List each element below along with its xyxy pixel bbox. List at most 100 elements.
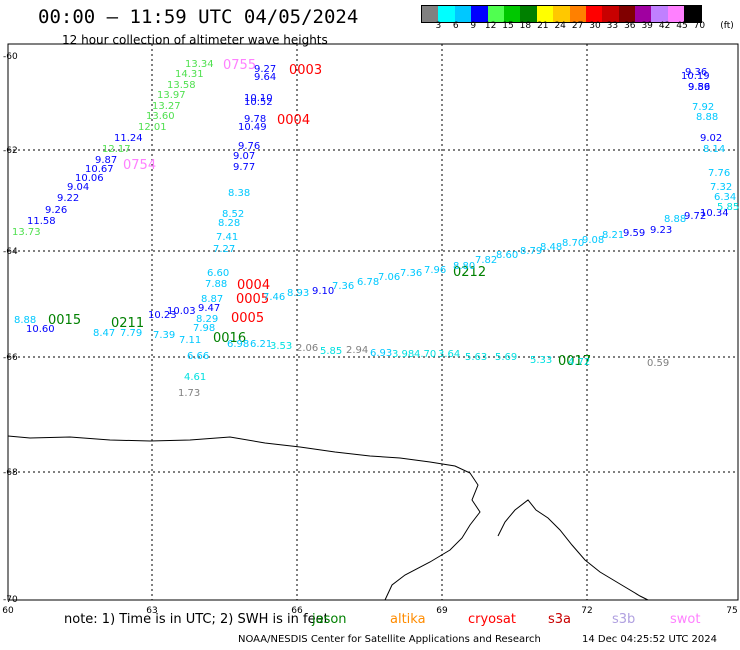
wave-height-label: 10.03 bbox=[167, 306, 196, 317]
wave-height-label: 9.64 bbox=[254, 72, 276, 83]
lon-label: 75 bbox=[726, 606, 737, 616]
time-label: 0016 bbox=[213, 331, 246, 346]
wave-height-label: 10.10 bbox=[244, 93, 273, 104]
source-cryosat: cryosat bbox=[468, 612, 516, 627]
color-legend-labels: 3 6 9 12 15 18 21 24 27 30 33 36 39 42 45 70 (ft) bbox=[421, 21, 740, 35]
legend-swatch bbox=[422, 6, 439, 22]
wave-height-label: 13.73 bbox=[12, 227, 41, 238]
legend-label: 39 bbox=[641, 21, 653, 31]
legend-swatch bbox=[684, 6, 701, 22]
wave-height-label: 8.88 bbox=[14, 315, 36, 326]
lat-labels: -60 -62 -64 -66 -68 -70 bbox=[3, 52, 18, 605]
coastline bbox=[7, 435, 481, 601]
wave-height-label: 7.92 bbox=[692, 102, 714, 113]
lat-label: -68 bbox=[3, 468, 18, 478]
wave-height-label: 5.69 bbox=[495, 352, 517, 363]
wave-height-label: 9.72 bbox=[684, 211, 706, 222]
wave-height-label: 10.52 bbox=[244, 97, 273, 108]
legend-swatch bbox=[667, 6, 685, 22]
legend-swatch bbox=[454, 6, 472, 22]
wave-height-label: 9.47 bbox=[198, 303, 220, 314]
wave-height-label: 8.38 bbox=[228, 188, 250, 199]
time-label: 0005 bbox=[231, 311, 264, 326]
wave-height-label: 13.60 bbox=[146, 111, 175, 122]
wave-height-label: 4.70 bbox=[414, 349, 436, 360]
wave-height-label: 5.85 bbox=[717, 202, 739, 213]
time-label: 0005 bbox=[236, 292, 269, 307]
page-subtitle: 12 hour collection of altimeter wave hei… bbox=[62, 33, 328, 47]
wave-height-label: 11.24 bbox=[114, 133, 143, 144]
credit-text: NOAA/NESDIS Center for Satellite Applica… bbox=[238, 634, 541, 645]
lon-labels: 60 63 66 69 72 75 bbox=[2, 606, 737, 616]
wave-height-label: 5.33 bbox=[530, 355, 552, 366]
lat-label: -62 bbox=[3, 146, 18, 156]
wave-height-label: 8.60 bbox=[496, 250, 518, 261]
wave-height-label: 8.88 bbox=[664, 214, 686, 225]
wave-height-label: 1.73 bbox=[178, 388, 200, 399]
legend-swatch bbox=[553, 6, 570, 22]
wave-height-label: 9.22 bbox=[57, 193, 79, 204]
time-label: 0015 bbox=[48, 313, 81, 328]
time-label: 0755 bbox=[223, 58, 256, 73]
wave-height-label: 4.72 bbox=[568, 357, 590, 368]
legend-swatch bbox=[503, 6, 521, 22]
legend-swatch bbox=[602, 6, 619, 22]
legend-swatch bbox=[569, 6, 586, 22]
lon-label: 60 bbox=[2, 606, 14, 616]
wave-height-label: 7.39 bbox=[153, 330, 175, 341]
legend-label: 33 bbox=[606, 21, 619, 31]
wave-height-label: 6.66 bbox=[187, 351, 209, 362]
wave-height-label: 10.60 bbox=[26, 324, 55, 335]
coastline-east bbox=[497, 499, 649, 601]
timestamp-text: 14 Dec 04:25:52 UTC 2024 bbox=[582, 634, 717, 645]
wave-height-label: 9.23 bbox=[650, 225, 672, 236]
wave-height-label: 9.36 bbox=[685, 67, 707, 78]
wave-height-label: 11.58 bbox=[27, 216, 56, 227]
wave-height-label: 8.29 bbox=[196, 314, 218, 325]
wave-height-label: 3.53 bbox=[270, 341, 292, 352]
wave-height-label: 12.17 bbox=[102, 144, 131, 155]
legend-label: 18 bbox=[519, 21, 532, 31]
wave-height-label: 9.26 bbox=[45, 205, 67, 216]
legend-label: 70 bbox=[693, 21, 706, 31]
wave-height-label: 7.82 bbox=[475, 255, 497, 266]
legend-label: 15 bbox=[502, 21, 514, 31]
wave-height-label: 12.01 bbox=[138, 122, 167, 133]
legend-label: 12 bbox=[484, 21, 497, 31]
wave-height-label: 9.08 bbox=[582, 235, 604, 246]
wave-height-label: 8.93 bbox=[287, 288, 309, 299]
legend-label: 36 bbox=[624, 21, 636, 31]
wave-height-label: 2.94 bbox=[346, 345, 368, 356]
wave-height-label: 9.87 bbox=[95, 155, 117, 166]
legend-label: 27 bbox=[571, 21, 584, 31]
legend-label: 42 bbox=[658, 21, 671, 31]
legend-swatch bbox=[471, 6, 488, 22]
wave-height-label: 8.80 bbox=[453, 261, 475, 272]
legend-swatch bbox=[651, 6, 668, 22]
wave-height-label: 7.32 bbox=[710, 182, 732, 193]
wave-height-label: 4.61 bbox=[184, 372, 206, 383]
wave-height-label: 8.52 bbox=[222, 209, 244, 220]
wave-height-label: 10.34 bbox=[700, 208, 729, 219]
wave-height-label: 9.59 bbox=[623, 228, 645, 239]
legend-label: 6 bbox=[452, 21, 459, 31]
wave-height-label: 6.60 bbox=[207, 268, 229, 279]
wave-height-label: 8.48 bbox=[540, 242, 562, 253]
wave-height-label: 7.46 bbox=[263, 292, 285, 303]
wave-height-label: 8.87 bbox=[201, 294, 223, 305]
legend-label: 9 bbox=[470, 21, 477, 31]
wave-height-label: 7.88 bbox=[205, 279, 227, 290]
wave-height-label: 6.21 bbox=[250, 339, 272, 350]
wave-height-label: 7.06 bbox=[378, 272, 400, 283]
legend-swatch bbox=[635, 6, 652, 22]
wave-height-label: 7.79 bbox=[120, 328, 142, 339]
time-label: 0003 bbox=[289, 63, 322, 78]
wave-height-label: 9.76 bbox=[238, 141, 260, 152]
time-label: 0004 bbox=[277, 113, 310, 128]
wave-height-label: 8.47 bbox=[93, 328, 115, 339]
wave-height-label: 6.93 bbox=[370, 348, 392, 359]
wave-height-label: 7.11 bbox=[179, 335, 201, 346]
legend-label: 24 bbox=[554, 21, 566, 31]
wave-height-label: 13.97 bbox=[157, 90, 186, 101]
wave-height-label: 9.77 bbox=[233, 162, 255, 173]
